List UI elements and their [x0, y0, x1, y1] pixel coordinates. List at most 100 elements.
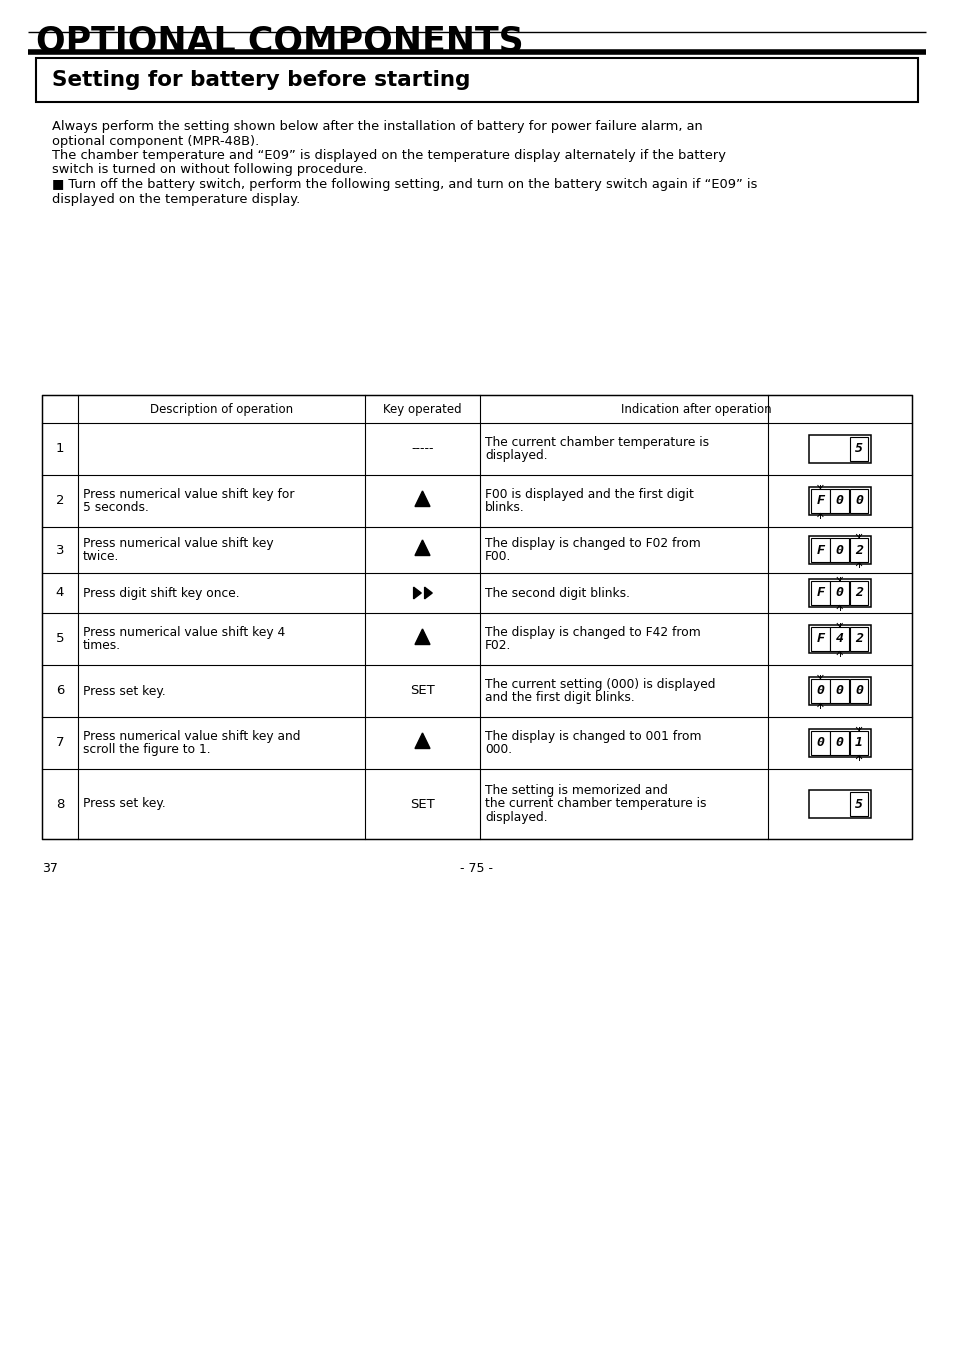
Bar — [808, 790, 870, 818]
Text: and the first digit blinks.: and the first digit blinks. — [484, 691, 634, 705]
Bar — [808, 729, 870, 757]
Bar — [829, 489, 848, 513]
Bar — [849, 437, 867, 460]
Text: 0: 0 — [816, 684, 823, 698]
Text: 2: 2 — [854, 586, 862, 599]
Polygon shape — [415, 540, 430, 555]
Text: 37: 37 — [42, 863, 58, 876]
Text: switch is turned on without following procedure.: switch is turned on without following pr… — [52, 163, 367, 177]
Text: 0: 0 — [835, 494, 842, 508]
Bar — [829, 626, 848, 651]
Text: 6: 6 — [56, 684, 64, 698]
Text: SET: SET — [410, 684, 435, 698]
Bar — [829, 539, 848, 562]
Text: 0: 0 — [854, 684, 862, 698]
Text: 5 seconds.: 5 seconds. — [83, 501, 149, 514]
Text: F00.: F00. — [484, 551, 511, 563]
Text: Always perform the setting shown below after the installation of battery for pow: Always perform the setting shown below a… — [52, 120, 702, 134]
Bar — [810, 489, 829, 513]
Polygon shape — [424, 587, 432, 599]
Bar — [810, 539, 829, 562]
Bar — [808, 536, 870, 564]
Bar — [36, 58, 917, 103]
Text: 4: 4 — [835, 633, 842, 645]
Text: 2: 2 — [854, 633, 862, 645]
Bar — [849, 489, 867, 513]
Text: scroll the figure to 1.: scroll the figure to 1. — [83, 744, 211, 756]
Text: Indication after operation: Indication after operation — [620, 402, 771, 416]
Text: F: F — [816, 544, 823, 556]
Text: 8: 8 — [56, 798, 64, 810]
Bar — [849, 679, 867, 703]
Bar — [849, 539, 867, 562]
Text: -----: ----- — [411, 443, 434, 455]
Text: The second digit blinks.: The second digit blinks. — [484, 586, 629, 599]
Text: Press set key.: Press set key. — [83, 798, 166, 810]
Bar — [810, 679, 829, 703]
Text: The display is changed to F02 from: The display is changed to F02 from — [484, 537, 700, 549]
Text: 0: 0 — [835, 737, 842, 749]
Text: Press digit shift key once.: Press digit shift key once. — [83, 586, 239, 599]
Text: displayed.: displayed. — [484, 450, 547, 462]
Text: ■ Turn off the battery switch, perform the following setting, and turn on the ba: ■ Turn off the battery switch, perform t… — [52, 178, 757, 190]
Text: 7: 7 — [55, 737, 64, 749]
Text: F00 is displayed and the first digit: F00 is displayed and the first digit — [484, 487, 693, 501]
Text: F: F — [816, 494, 823, 508]
Text: displayed on the temperature display.: displayed on the temperature display. — [52, 193, 300, 205]
Bar — [808, 676, 870, 705]
Bar — [810, 626, 829, 651]
Bar — [808, 487, 870, 514]
Text: The current chamber temperature is: The current chamber temperature is — [484, 436, 708, 448]
Bar — [829, 580, 848, 605]
Text: 3: 3 — [55, 544, 64, 556]
Polygon shape — [415, 491, 430, 506]
Text: 0: 0 — [816, 737, 823, 749]
Text: Press numerical value shift key: Press numerical value shift key — [83, 537, 274, 549]
Text: 5: 5 — [854, 798, 862, 810]
Text: F: F — [816, 633, 823, 645]
Text: The chamber temperature and “E09” is displayed on the temperature display altern: The chamber temperature and “E09” is dis… — [52, 148, 725, 162]
Text: 1: 1 — [854, 737, 862, 749]
Bar — [810, 580, 829, 605]
Text: Press numerical value shift key for: Press numerical value shift key for — [83, 487, 294, 501]
Text: The display is changed to 001 from: The display is changed to 001 from — [484, 730, 700, 742]
Text: 000.: 000. — [484, 744, 512, 756]
Bar — [808, 579, 870, 608]
Text: 2: 2 — [55, 494, 64, 508]
Text: - 75 -: - 75 - — [460, 863, 493, 876]
Text: Press numerical value shift key and: Press numerical value shift key and — [83, 730, 300, 742]
Bar — [42, 396, 911, 838]
Text: 0: 0 — [835, 544, 842, 556]
Text: the current chamber temperature is: the current chamber temperature is — [484, 798, 706, 810]
Text: displayed.: displayed. — [484, 811, 547, 824]
Text: Setting for battery before starting: Setting for battery before starting — [52, 70, 470, 90]
Text: 0: 0 — [835, 684, 842, 698]
Text: F02.: F02. — [484, 640, 511, 652]
Text: The current setting (000) is displayed: The current setting (000) is displayed — [484, 678, 715, 691]
Bar — [810, 730, 829, 755]
Polygon shape — [415, 629, 430, 644]
Bar — [829, 730, 848, 755]
Polygon shape — [414, 587, 421, 599]
Text: 1: 1 — [55, 443, 64, 455]
Polygon shape — [415, 733, 430, 748]
Bar — [849, 792, 867, 815]
Text: 0: 0 — [854, 494, 862, 508]
Text: 4: 4 — [56, 586, 64, 599]
Text: 2: 2 — [854, 544, 862, 556]
Text: 5: 5 — [854, 443, 862, 455]
Bar — [808, 625, 870, 653]
Text: 5: 5 — [55, 633, 64, 645]
Text: SET: SET — [410, 798, 435, 810]
Bar — [849, 626, 867, 651]
Bar — [829, 679, 848, 703]
Text: Press numerical value shift key 4: Press numerical value shift key 4 — [83, 626, 285, 639]
Bar — [849, 730, 867, 755]
Text: The setting is memorized and: The setting is memorized and — [484, 784, 667, 796]
Bar — [849, 580, 867, 605]
Text: Press set key.: Press set key. — [83, 684, 166, 698]
Text: F: F — [816, 586, 823, 599]
Text: The display is changed to F42 from: The display is changed to F42 from — [484, 626, 700, 639]
Text: blinks.: blinks. — [484, 501, 524, 514]
Bar — [808, 435, 870, 463]
